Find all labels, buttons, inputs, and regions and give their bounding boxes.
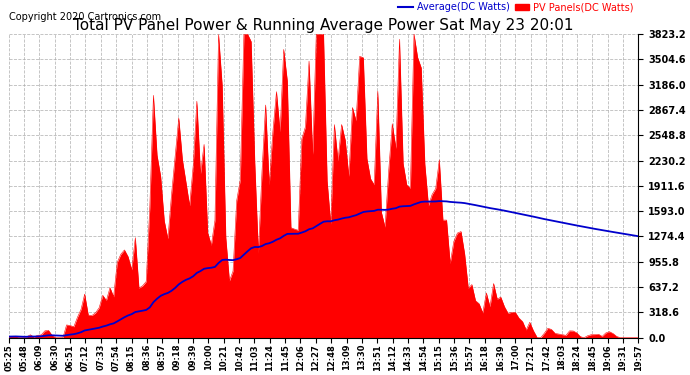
Text: Copyright 2020 Cartronics.com: Copyright 2020 Cartronics.com	[9, 12, 161, 22]
Legend: Average(DC Watts), PV Panels(DC Watts): Average(DC Watts), PV Panels(DC Watts)	[398, 2, 633, 12]
Title: Total PV Panel Power & Running Average Power Sat May 23 20:01: Total PV Panel Power & Running Average P…	[73, 18, 574, 33]
